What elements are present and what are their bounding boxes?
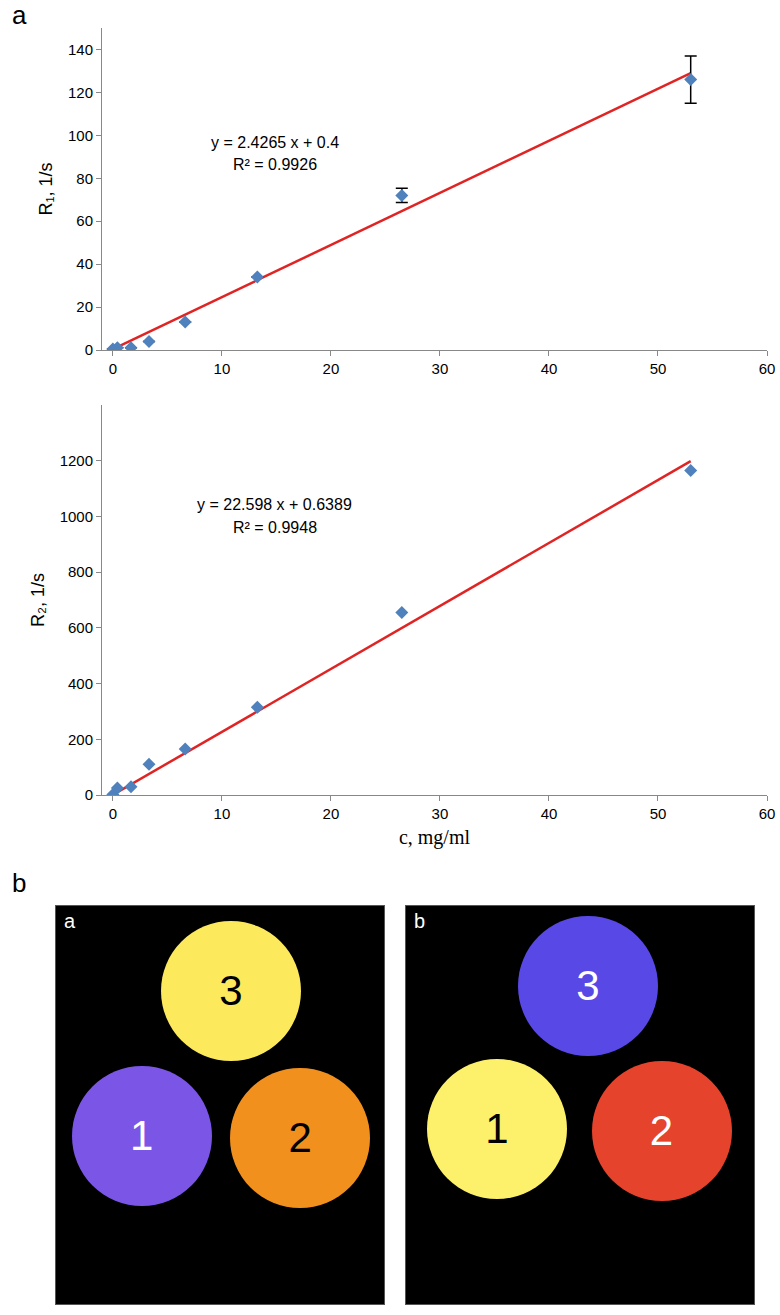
svg-text:60: 60 [759, 805, 776, 822]
svg-text:200: 200 [68, 731, 93, 748]
html-text:a: a [64, 910, 76, 932]
svg-text:c, mg/ml: c, mg/ml [399, 826, 471, 849]
svg-text:10: 10 [214, 805, 231, 822]
svg-text:80: 80 [76, 170, 93, 187]
svg-text:R₁, 1/s: R₁, 1/s [36, 162, 56, 215]
svg-text:0: 0 [85, 341, 93, 358]
svg-text:50: 50 [650, 805, 667, 822]
svg-text:0: 0 [85, 786, 93, 803]
svg-text:1000: 1000 [60, 508, 93, 525]
html-text:2: 2 [288, 1114, 312, 1161]
html-text:3: 3 [219, 967, 243, 1014]
svg-text:30: 30 [432, 805, 449, 822]
html-text:1: 1 [485, 1105, 509, 1152]
html-text:b: b [414, 910, 426, 932]
svg-text:20: 20 [323, 360, 340, 377]
svg-text:140: 140 [68, 41, 93, 58]
svg-text:R₂, 1/s: R₂, 1/s [28, 573, 48, 627]
svg-text:40: 40 [541, 805, 558, 822]
svg-text:0: 0 [109, 805, 117, 822]
svg-text:y = 2.4265 x + 0.4: y = 2.4265 x + 0.4 [211, 134, 339, 151]
svg-text:800: 800 [68, 563, 93, 580]
svg-text:0: 0 [109, 360, 117, 377]
svg-text:1200: 1200 [60, 452, 93, 469]
svg-text:R² = 0.9926: R² = 0.9926 [233, 156, 317, 173]
html-text:b: b [12, 868, 27, 898]
svg-text:120: 120 [68, 84, 93, 101]
html-text:a: a [12, 0, 27, 30]
svg-text:y = 22.598 x + 0.6389: y = 22.598 x + 0.6389 [197, 496, 352, 513]
html-text:3: 3 [576, 962, 600, 1009]
svg-text:40: 40 [541, 360, 558, 377]
svg-text:50: 50 [650, 360, 667, 377]
svg-text:R² = 0.9948: R² = 0.9948 [233, 519, 317, 536]
html-text:1: 1 [130, 1112, 154, 1159]
svg-text:600: 600 [68, 619, 93, 636]
svg-text:400: 400 [68, 675, 93, 692]
svg-text:20: 20 [323, 805, 340, 822]
svg-text:60: 60 [759, 360, 776, 377]
html-text:2: 2 [649, 1107, 674, 1154]
svg-text:20: 20 [76, 298, 93, 315]
svg-text:30: 30 [432, 360, 449, 377]
svg-text:60: 60 [76, 212, 93, 229]
svg-text:10: 10 [214, 360, 231, 377]
svg-text:40: 40 [76, 255, 93, 272]
svg-text:100: 100 [68, 127, 93, 144]
